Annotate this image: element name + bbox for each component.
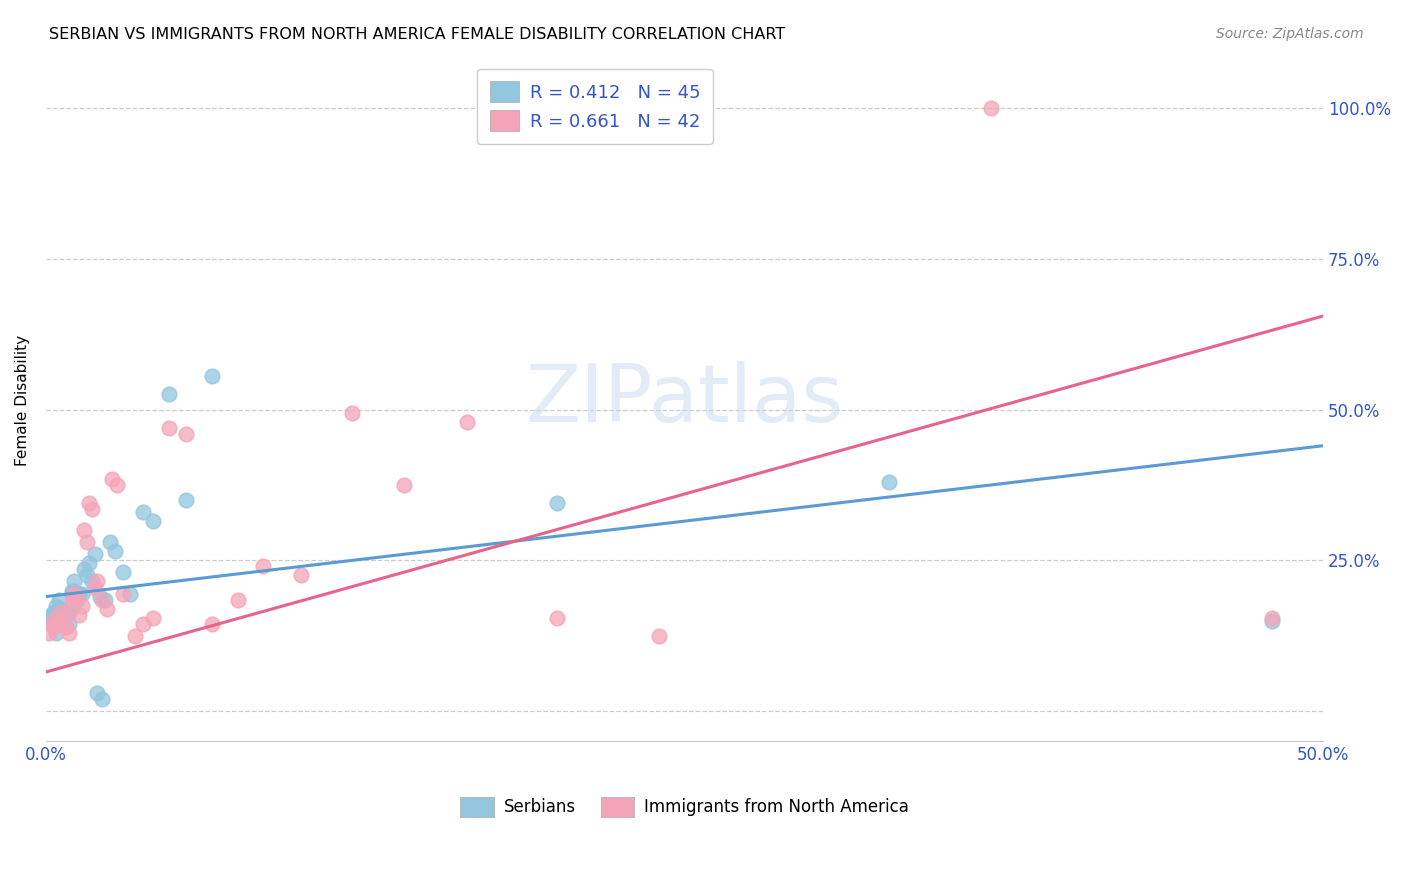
Point [93,592,115,607]
Point [1261,610,1284,624]
Point [63,574,86,589]
Point [45,599,67,613]
Point [120,586,142,600]
Legend: Serbians, Immigrants from North America: Serbians, Immigrants from North America [454,790,915,823]
Point [42,610,65,624]
Point [45,610,67,624]
Point [201,616,224,631]
Point [51,601,73,615]
Point [63,583,86,598]
Point [55,620,77,634]
Point [111,586,134,600]
Point [546,610,568,624]
Point [83,581,105,595]
Point [60,583,83,598]
Point [142,610,165,624]
Point [48,616,70,631]
Point [124,629,146,643]
Point [38,625,60,640]
Point [52,616,75,631]
Point [52,610,75,624]
Point [1261,614,1284,628]
Point [39,616,62,631]
Point [98,535,121,549]
Point [91,692,114,706]
Point [48,592,70,607]
Point [546,496,568,510]
Point [101,472,124,486]
Point [252,559,274,574]
Point [65,592,87,607]
Point [157,420,180,434]
Point [877,475,900,489]
Point [65,590,87,604]
Point [60,592,83,607]
Point [70,599,93,613]
Point [104,544,127,558]
Point [201,369,224,384]
Text: ZIPatlas: ZIPatlas [526,361,844,440]
Text: Source: ZipAtlas.com: Source: ZipAtlas.com [1216,27,1364,41]
Point [157,387,180,401]
Point [51,605,73,619]
Point [51,605,73,619]
Point [142,514,165,528]
Point [58,605,80,619]
Point [648,629,671,643]
Point [176,426,198,441]
Point [76,535,98,549]
Point [290,568,312,582]
Point [70,586,93,600]
Point [73,562,96,576]
Point [60,599,83,613]
Point [39,616,62,631]
Point [91,592,114,607]
Point [79,557,101,571]
Point [392,478,415,492]
Point [58,625,80,640]
Point [42,605,65,619]
Point [55,605,77,619]
Text: SERBIAN VS IMMIGRANTS FROM NORTH AMERICA FEMALE DISABILITY CORRELATION CHART: SERBIAN VS IMMIGRANTS FROM NORTH AMERICA… [49,27,786,42]
Point [76,568,98,582]
Point [55,607,77,622]
Point [132,616,155,631]
Point [107,478,129,492]
Point [48,616,70,631]
Point [80,502,103,516]
Y-axis label: Female Disability: Female Disability [15,334,30,466]
Point [86,686,108,700]
Point [132,505,155,519]
Point [63,586,86,600]
Point [67,586,90,600]
Point [38,610,60,624]
Point [80,574,103,589]
Point [39,607,62,622]
Point [111,566,134,580]
Point [67,607,90,622]
Point [45,625,67,640]
Point [86,574,108,589]
Point [96,601,118,615]
Point [60,586,83,600]
Point [980,101,1002,115]
Point [58,616,80,631]
Point [79,496,101,510]
Point [456,415,478,429]
Point [89,590,111,604]
Point [176,493,198,508]
Point [52,610,75,624]
Point [42,620,65,634]
Point [226,592,249,607]
Point [83,547,105,561]
Point [342,405,364,419]
Point [73,523,96,537]
